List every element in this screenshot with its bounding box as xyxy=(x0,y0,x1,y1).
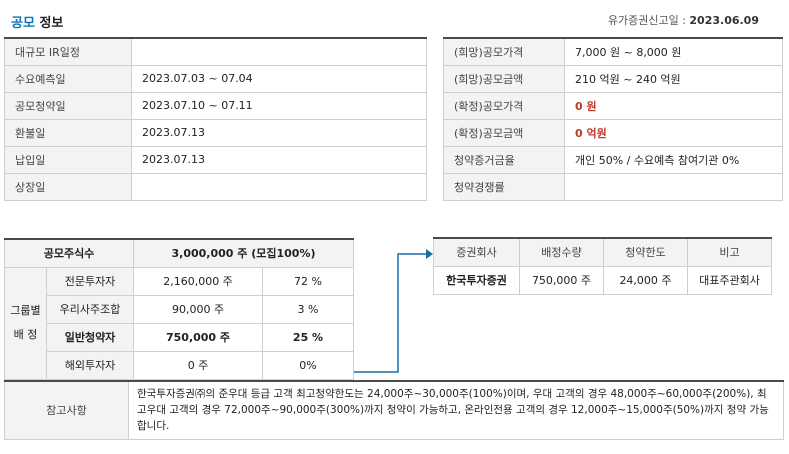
underwriter-table: 증권회사 배정수량 청약한도 비고 한국투자증권 750,000 주 24,00… xyxy=(433,237,772,295)
schedule-label-ir: 대규모 IR일정 xyxy=(4,37,132,66)
shares-count: 2,160,000 주 xyxy=(133,266,264,296)
table-row: (확정)공모금액 0 억원 xyxy=(443,118,783,147)
pricing-label-hope-price: (희망)공모가격 xyxy=(443,37,565,66)
shares-group-label-line1: 그룹별 xyxy=(10,304,41,317)
notes-label: 참고사항 xyxy=(4,380,129,440)
pricing-label-final-amount: (확정)공모금액 xyxy=(443,118,565,147)
shares-ratio: 25 % xyxy=(262,322,354,352)
table-row: 참고사항 한국투자증권㈜의 준우대 등급 고객 최고청약한도는 24,000주~… xyxy=(4,380,784,440)
underwriter-header-allocation: 배정수량 xyxy=(519,237,604,267)
underwriter-limit: 24,000 주 xyxy=(603,265,688,295)
underwriter-header-note: 비고 xyxy=(687,237,772,267)
underwriter-note: 대표주관회사 xyxy=(687,265,772,295)
underwriter-company: 한국투자증권 xyxy=(433,265,520,295)
table-row: 한국투자증권 750,000 주 24,000 주 대표주관회사 xyxy=(433,265,772,295)
section-title: 공모 정보 xyxy=(11,12,63,31)
shares-ratio: 72 % xyxy=(262,266,354,296)
shares-category: 해외투자자 xyxy=(45,350,135,380)
table-row: 증권회사 배정수량 청약한도 비고 xyxy=(433,237,772,267)
schedule-label-refund: 환불일 xyxy=(4,118,132,147)
pricing-label-margin: 청약증거금율 xyxy=(443,145,565,174)
pricing-label-final-price: (확정)공모가격 xyxy=(443,91,565,120)
pricing-table: (희망)공모가격 7,000 원 ~ 8,000 원 (희망)공모금액 210 억원… xyxy=(443,37,783,201)
table-row: 일반청약자 750,000 주 25 % xyxy=(5,322,354,352)
underwriter-header-limit: 청약한도 xyxy=(603,237,688,267)
table-row: 대규모 IR일정 xyxy=(4,37,427,66)
shares-count: 90,000 주 xyxy=(133,294,264,324)
table-row: (확정)공모가격 0 원 xyxy=(443,91,783,120)
table-row: 해외투자자 0 주 0% xyxy=(5,350,354,380)
shares-table: 공모주식수 3,000,000 주 (모집100%) 그룹별 배 정 전문투자자… xyxy=(3,238,354,380)
shares-total-value: 3,000,000 주 (모집100%) xyxy=(133,238,354,268)
report-date: 유가증권신고일 : 2023.06.09 xyxy=(608,12,759,28)
section-title-accent: 공모 xyxy=(11,16,35,31)
table-row: 수요예측일 2023.07.03 ~ 07.04 xyxy=(4,64,427,93)
notes-table: 참고사항 한국투자증권㈜의 준우대 등급 고객 최고청약한도는 24,000주~… xyxy=(4,380,784,440)
report-date-value: 2023.06.09 xyxy=(689,14,759,27)
pricing-value-margin: 개인 50% / 수요예측 참여기관 0% xyxy=(564,145,783,174)
shares-count: 0 주 xyxy=(133,350,264,380)
pricing-value-hope-price: 7,000 원 ~ 8,000 원 xyxy=(564,37,783,66)
section-title-rest: 정보 xyxy=(34,16,64,31)
table-row: 공모주식수 3,000,000 주 (모집100%) xyxy=(3,238,354,268)
pricing-value-hope-amount: 210 억원 ~ 240 억원 xyxy=(564,64,783,93)
shares-category: 우리사주조합 xyxy=(45,294,135,324)
arrow-right-icon xyxy=(354,249,433,373)
shares-group-label: 그룹별 배 정 xyxy=(4,266,47,380)
schedule-value-ir xyxy=(131,37,427,66)
table-row: (희망)공모가격 7,000 원 ~ 8,000 원 xyxy=(443,37,783,66)
underwriter-header-company: 증권회사 xyxy=(433,237,520,267)
schedule-label-payment: 납입일 xyxy=(4,145,132,174)
pricing-label-hope-amount: (희망)공모금액 xyxy=(443,64,565,93)
pricing-value-final-price: 0 원 xyxy=(564,91,783,120)
schedule-value-subscription: 2023.07.10 ~ 07.11 xyxy=(131,91,427,120)
table-row: 청약증거금율 개인 50% / 수요예측 참여기관 0% xyxy=(443,145,783,174)
shares-group-label-line2: 배 정 xyxy=(13,328,38,341)
notes-text: 한국투자증권㈜의 준우대 등급 고객 최고청약한도는 24,000주~30,00… xyxy=(128,380,784,440)
schedule-value-payment: 2023.07.13 xyxy=(131,145,427,174)
shares-ratio: 3 % xyxy=(262,294,354,324)
schedule-label-listing: 상장일 xyxy=(4,172,132,201)
schedule-label-demand: 수요예측일 xyxy=(4,64,132,93)
schedule-value-listing xyxy=(131,172,427,201)
table-row: 그룹별 배 정 전문투자자 2,160,000 주 72 % xyxy=(4,266,354,380)
shares-total-label: 공모주식수 xyxy=(3,238,135,268)
table-row: 환불일 2023.07.13 xyxy=(4,118,427,147)
pricing-value-final-amount: 0 억원 xyxy=(564,118,783,147)
shares-count: 750,000 주 xyxy=(133,322,264,352)
pricing-value-competition xyxy=(564,172,783,201)
table-row: 상장일 xyxy=(4,172,427,201)
schedule-value-refund: 2023.07.13 xyxy=(131,118,427,147)
table-row: 납입일 2023.07.13 xyxy=(4,145,427,174)
schedule-table: 대규모 IR일정 수요예측일 2023.07.03 ~ 07.04 공모청약일 20… xyxy=(4,37,427,201)
shares-category: 일반청약자 xyxy=(45,322,135,352)
table-row: 우리사주조합 90,000 주 3 % xyxy=(5,294,354,324)
pricing-label-competition: 청약경쟁률 xyxy=(443,172,565,201)
underwriter-allocation: 750,000 주 xyxy=(519,265,604,295)
schedule-value-demand: 2023.07.03 ~ 07.04 xyxy=(131,64,427,93)
table-row: 공모청약일 2023.07.10 ~ 07.11 xyxy=(4,91,427,120)
shares-ratio: 0% xyxy=(262,350,354,380)
shares-category: 전문투자자 xyxy=(45,266,135,296)
report-date-label: 유가증권신고일 : xyxy=(607,14,690,27)
table-row: 청약경쟁률 xyxy=(443,172,783,201)
table-row: (희망)공모금액 210 억원 ~ 240 억원 xyxy=(443,64,783,93)
schedule-label-subscription: 공모청약일 xyxy=(4,91,132,120)
